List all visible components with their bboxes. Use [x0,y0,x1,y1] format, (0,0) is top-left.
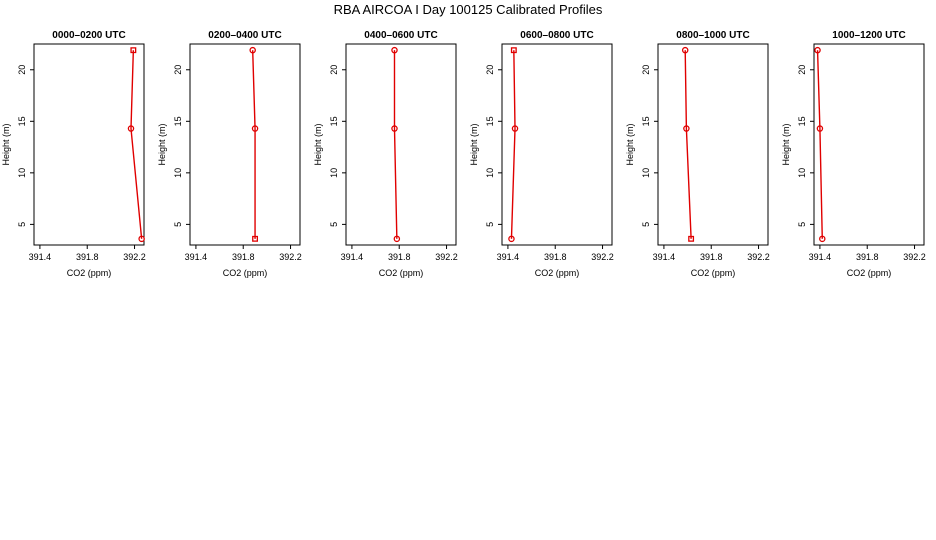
data-point [511,125,519,132]
x-tick-label: 391.8 [544,252,567,262]
profile-line [393,50,398,239]
x-tick-label: 392.2 [279,252,302,262]
chart-panel-6: 1000–1200 UTC 391.4 391.8 392.2 5 10 15 20 CO2 (… [781,30,926,278]
y-tick-label: 5 [641,222,651,227]
data-point [688,235,695,242]
y-tick-label: 15 [173,116,183,126]
x-tick-label: 392.2 [123,252,146,262]
y-axis-label: Height (m) [313,123,323,165]
profile-line [130,50,143,239]
data-point [814,46,821,54]
x-tick-label: 391.4 [29,252,52,262]
panel-title: 0800–1000 UTC [676,30,749,41]
panel-title: 1000–1200 UTC [832,30,905,41]
data-point [683,125,690,132]
y-tick-label: 5 [329,222,339,227]
x-tick-label: 391.4 [497,252,520,262]
y-tick-label: 15 [797,116,807,126]
y-tick-label: 10 [641,168,651,178]
plot-frame [345,43,457,246]
plot-frame [657,43,769,246]
x-axis-label: CO2 (ppm) [691,268,736,278]
data-point [391,46,398,54]
x-tick-label: 391.8 [388,252,411,262]
profile-line [816,50,823,239]
x-tick-label: 391.4 [653,252,676,262]
y-tick-label: 10 [17,168,27,178]
x-axis-label: CO2 (ppm) [67,268,112,278]
y-tick-label: 10 [797,168,807,178]
plot-frame [813,43,925,246]
y-tick-label: 15 [485,116,495,126]
y-axis-label: Height (m) [1,123,11,165]
data-point [681,46,689,54]
chart-panel-2: 0200–0400 UTC 391.4 391.8 392.2 5 10 15 20 CO2 (… [157,30,302,278]
x-axis-label: CO2 (ppm) [535,268,580,278]
y-tick-label: 5 [797,222,807,227]
chart-panel-4: 0600–0800 UTC 391.4 391.8 392.2 5 10 15 20 CO2 (… [469,30,614,278]
data-point [130,47,137,54]
x-tick-label: 392.2 [435,252,458,262]
y-axis-label: Height (m) [781,123,791,165]
x-axis-label: CO2 (ppm) [847,268,892,278]
x-axis-label: CO2 (ppm) [379,268,424,278]
x-axis-label: CO2 (ppm) [223,268,268,278]
y-tick-label: 15 [641,116,651,126]
y-axis-label: Height (m) [157,123,167,165]
y-axis-label: Height (m) [469,123,479,165]
profile-line [510,50,516,239]
y-tick-label: 10 [329,168,339,178]
profile-line [684,50,692,239]
panel-title: 0400–0600 UTC [364,30,437,41]
data-point [127,125,135,132]
x-tick-label: 391.8 [76,252,99,262]
panel-title: 0000–0200 UTC [52,30,125,41]
y-tick-label: 20 [173,65,183,75]
x-tick-label: 391.8 [232,252,255,262]
y-tick-label: 5 [485,222,495,227]
x-tick-label: 392.2 [591,252,614,262]
panel-title: 0200–0400 UTC [208,30,281,41]
data-point [393,235,401,243]
y-tick-label: 20 [329,65,339,75]
y-tick-label: 20 [17,65,27,75]
data-point [816,125,824,132]
figure-title: RBA AIRCOA I Day 100125 Calibrated Profi… [333,2,603,17]
y-tick-label: 15 [17,116,27,126]
data-point [391,125,398,132]
data-point [251,125,259,132]
panel-title: 0600–0800 UTC [520,30,593,41]
data-point [508,235,515,243]
y-tick-label: 20 [485,65,495,75]
chart-panel-5: 0800–1000 UTC 391.4 391.8 392.2 5 10 15 20 CO2 (… [625,30,770,278]
data-point [138,235,145,243]
data-point [249,46,256,54]
profile-line [251,50,256,239]
y-tick-label: 5 [173,222,183,227]
x-tick-label: 391.4 [341,252,364,262]
x-tick-label: 391.8 [856,252,879,262]
x-tick-label: 392.2 [747,252,770,262]
y-tick-label: 15 [329,116,339,126]
x-tick-label: 391.4 [185,252,208,262]
x-tick-label: 392.2 [903,252,926,262]
y-tick-label: 20 [641,65,651,75]
x-tick-label: 391.8 [700,252,723,262]
y-tick-label: 10 [485,168,495,178]
y-tick-label: 10 [173,168,183,178]
y-axis-label: Height (m) [625,123,635,165]
y-tick-label: 20 [797,65,807,75]
data-point [510,47,517,54]
chart-panel-3: 0400–0600 UTC 391.4 391.8 392.2 5 10 15 20 CO2 (… [313,30,458,278]
y-tick-label: 5 [17,222,27,227]
data-point [819,235,826,243]
x-tick-label: 391.4 [809,252,832,262]
data-point [252,235,259,242]
chart-panel-1: 0000–0200 UTC 391.4 391.8 392.2 5 10 15 20 CO2 (… [1,30,146,278]
plot-frame [501,43,613,246]
plot-frame [189,43,301,246]
plot-frame [33,43,145,246]
